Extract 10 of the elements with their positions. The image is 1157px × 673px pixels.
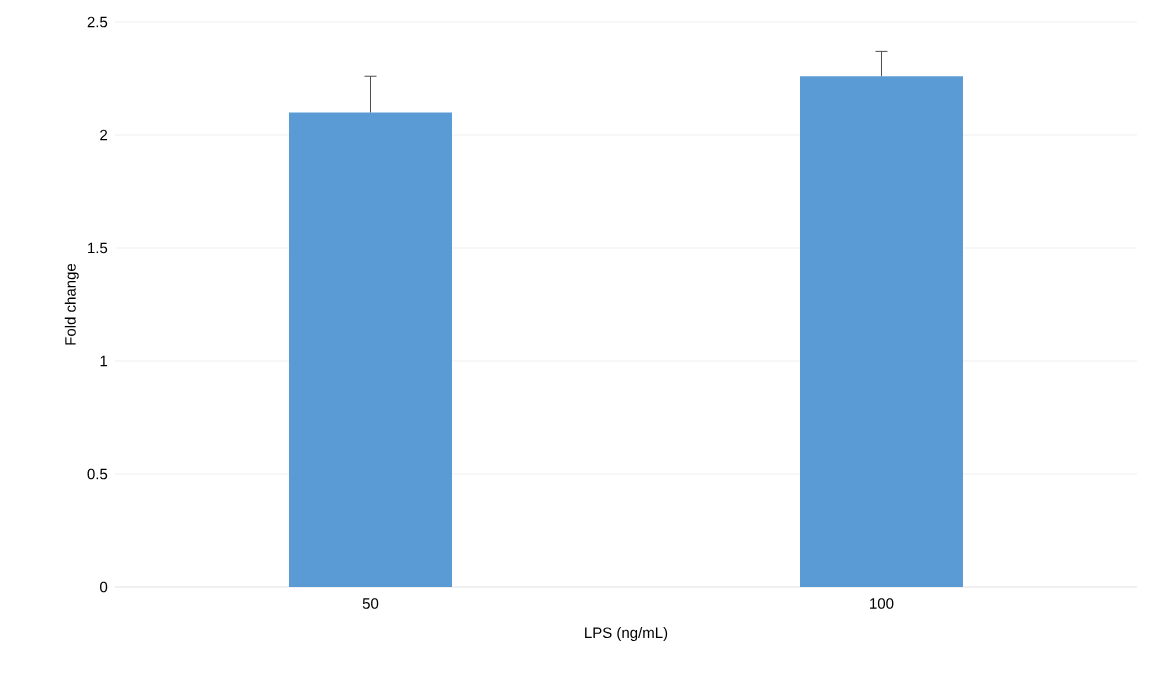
x-axis-title: LPS (ng/mL) (585, 627, 668, 641)
y-tick-label: 1.5 (88, 242, 108, 254)
y-axis-title: Fold change (64, 263, 79, 345)
y-tick-label: 2.5 (87, 16, 108, 28)
y-tick-label: 1 (100, 355, 108, 367)
x-tick-label: 100 (870, 598, 894, 609)
y-tick-label: 0.5 (87, 468, 108, 480)
x-tick-label: 50 (362, 598, 379, 609)
y-tick-label: 0 (100, 581, 108, 593)
y-tick-label: 2 (100, 129, 108, 141)
